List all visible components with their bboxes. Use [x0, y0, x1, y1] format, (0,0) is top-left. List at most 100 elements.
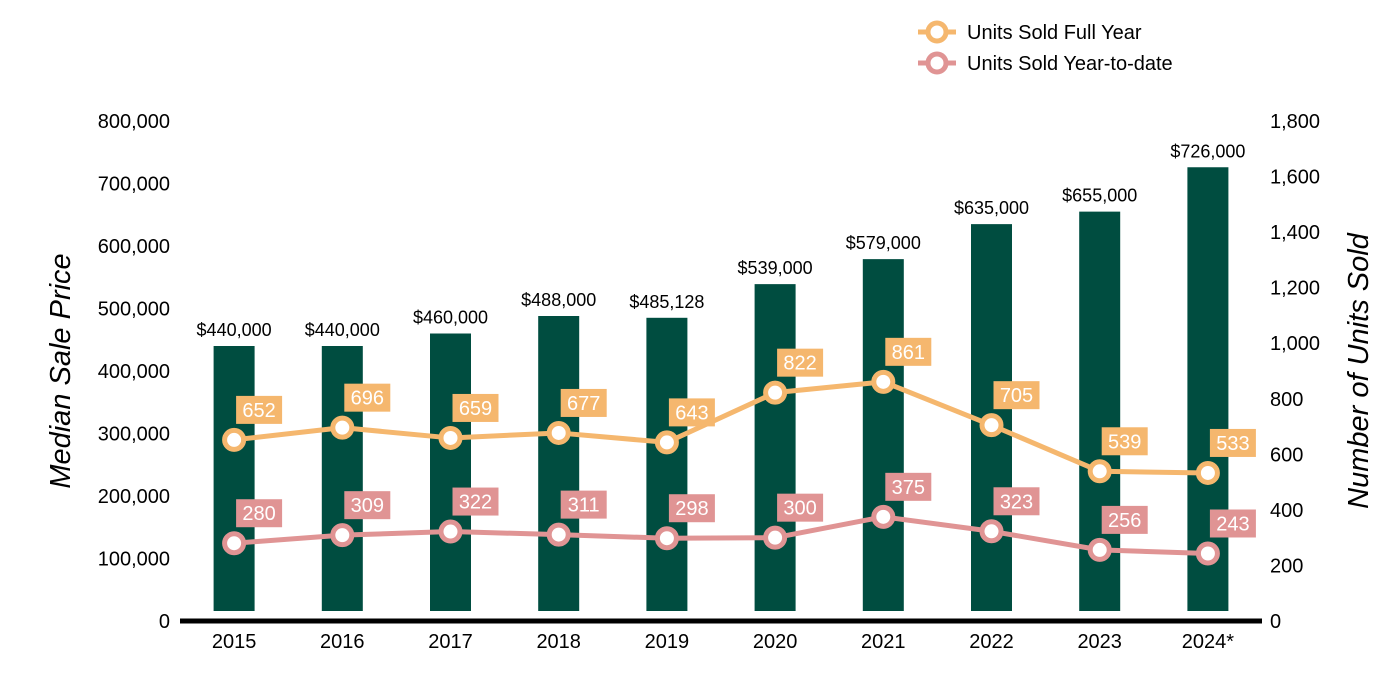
series-point [438, 519, 463, 544]
point-label-box [344, 491, 391, 520]
bar-2017 [430, 333, 471, 611]
right-tick-label: 1,200 [1270, 278, 1320, 300]
left-tick-label: 0 [159, 611, 170, 633]
series-point [654, 526, 679, 551]
bar-2021 [862, 259, 904, 611]
right-tick-label: 1,800 [1270, 111, 1320, 133]
series-point [1087, 537, 1112, 562]
point-value-label: 243 [1216, 514, 1249, 536]
bar-value-label: $579,000 [846, 233, 921, 253]
right-tick-label: 0 [1270, 611, 1281, 633]
series-point [871, 369, 896, 394]
legend-label: Units Sold Year-to-date [967, 53, 1173, 75]
point-label-box [885, 472, 932, 501]
right-tick-label: 600 [1270, 444, 1303, 466]
bar-value-label: $488,000 [521, 290, 596, 310]
point-label-box [777, 348, 824, 377]
point-label-box [236, 499, 283, 528]
x-tick-label: 2023 [1077, 631, 1122, 653]
point-value-label: 300 [783, 498, 816, 520]
point-label-box [777, 493, 824, 522]
right-tick-label: 1,400 [1270, 222, 1320, 244]
bar-value-label: $655,000 [1062, 186, 1137, 206]
x-tick-label: 2017 [428, 631, 473, 653]
point-label-box [1101, 427, 1148, 456]
series-point [546, 522, 571, 547]
point-label-box [993, 381, 1040, 410]
point-label-box [668, 494, 715, 523]
left-tick-label: 700,000 [98, 174, 170, 196]
left-tick-label: 300,000 [98, 424, 170, 446]
point-label-box [560, 388, 607, 417]
x-tick-label: 2019 [645, 631, 690, 653]
point-value-label: 322 [459, 492, 492, 514]
point-value-label: 677 [567, 393, 600, 415]
right-tick-label: 1,000 [1270, 333, 1320, 355]
point-label-box [236, 395, 283, 424]
x-tick-label: 2022 [969, 631, 1014, 653]
point-label-box [344, 383, 391, 412]
bar-value-label: $539,000 [738, 258, 813, 278]
x-tick-label: 2016 [320, 631, 365, 653]
point-label-box [452, 393, 499, 422]
series-point [222, 531, 247, 556]
left-tick-label: 400,000 [98, 361, 170, 383]
point-value-label: 822 [783, 353, 816, 375]
legend: Units Sold Full Year Units Sold Year-to-d… [918, 20, 1173, 75]
series-point [979, 413, 1004, 438]
x-tick-label: 2015 [212, 631, 257, 653]
point-value-label: 280 [242, 503, 275, 525]
point-value-label: 643 [675, 402, 708, 424]
point-label-box [560, 490, 607, 519]
bar-value-label: $635,000 [954, 198, 1029, 218]
point-label-box [1209, 509, 1256, 538]
series-1: 652 696 659 677 643 822 861 705 539 533 [222, 337, 1256, 485]
series-point [330, 523, 355, 548]
point-label-box [668, 398, 715, 427]
right-tick-label: 800 [1270, 389, 1303, 411]
point-value-label: 659 [459, 398, 492, 420]
point-value-label: 256 [1108, 510, 1141, 532]
bar-value-label: $726,000 [1170, 141, 1245, 161]
x-tick-label: 2018 [536, 631, 581, 653]
point-value-label: 705 [1000, 385, 1033, 407]
series-point [1195, 541, 1220, 566]
point-label-box [993, 487, 1040, 516]
right-tick-label: 400 [1270, 500, 1303, 522]
x-tick-label: 2024* [1182, 631, 1234, 653]
point-label-box [452, 487, 499, 516]
bar-value-label: $460,000 [413, 308, 488, 328]
point-value-label: 696 [351, 388, 384, 410]
bar-value-label: $440,000 [197, 320, 272, 340]
point-label-box [1101, 505, 1148, 534]
point-value-label: 323 [1000, 491, 1033, 513]
series-point [330, 415, 355, 440]
legend-label: Units Sold Full Year [967, 22, 1142, 44]
x-tick-label: 2020 [753, 631, 798, 653]
series-line [233, 379, 1208, 476]
right-tick-label: 1,600 [1270, 167, 1320, 189]
x-axis-ticks: 2015 2016 2017 2018 2019 2020 2021 2022 2023 2024… [212, 631, 1234, 653]
series-line [233, 514, 1208, 556]
point-value-label: 533 [1216, 433, 1249, 455]
left-axis-ticks: 0 100,000 200,000 300,000 400,000 500,000 600,… [98, 111, 170, 633]
series-point [438, 425, 463, 450]
series-point [546, 420, 571, 445]
series-point [763, 525, 788, 550]
bar-2020 [754, 284, 796, 611]
x-tick-label: 2021 [861, 631, 906, 653]
series-point [871, 504, 896, 529]
point-value-label: 311 [568, 495, 600, 517]
left-tick-label: 500,000 [98, 299, 170, 321]
point-value-label: 539 [1108, 431, 1141, 453]
bar-value-labels: $440,000 $440,000 $460,000 $488,000 $485,128… [197, 141, 1246, 340]
point-value-label: 375 [892, 477, 925, 499]
left-tick-label: 800,000 [98, 111, 170, 133]
series-2: 280 309 322 311 298 300 375 323 256 243 [222, 472, 1256, 566]
right-axis-title: Number of Units Sold [1343, 232, 1375, 508]
series-point [763, 380, 788, 405]
bar-2018 [538, 316, 580, 611]
right-tick-label: 200 [1270, 555, 1303, 577]
left-tick-label: 100,000 [98, 549, 170, 571]
